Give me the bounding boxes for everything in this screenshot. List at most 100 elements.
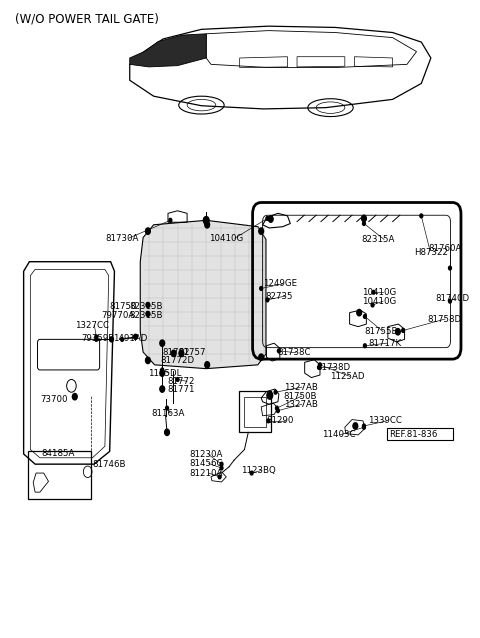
Circle shape (220, 463, 223, 466)
Text: REF.81-836: REF.81-836 (389, 431, 437, 440)
Text: 84185A: 84185A (41, 449, 75, 459)
Circle shape (95, 338, 98, 341)
Bar (243, 397, 266, 427)
Circle shape (362, 221, 365, 225)
Circle shape (259, 354, 264, 360)
Circle shape (362, 424, 365, 428)
Circle shape (109, 337, 113, 342)
Circle shape (72, 394, 77, 400)
Circle shape (266, 298, 269, 302)
Polygon shape (140, 220, 266, 369)
Circle shape (146, 302, 150, 308)
Circle shape (161, 368, 164, 372)
Circle shape (166, 406, 168, 410)
Text: 81230A: 81230A (190, 450, 223, 459)
Text: 81730A: 81730A (106, 234, 139, 242)
Text: 10410G: 10410G (361, 288, 396, 297)
Circle shape (250, 471, 253, 475)
Circle shape (362, 426, 365, 429)
Circle shape (361, 215, 366, 221)
Circle shape (274, 390, 277, 394)
Text: 1125DL: 1125DL (148, 369, 181, 378)
Circle shape (171, 350, 176, 357)
Text: 10410G: 10410G (361, 297, 396, 306)
Text: 1123BQ: 1123BQ (241, 466, 276, 475)
Text: 81746B: 81746B (93, 459, 126, 469)
Circle shape (205, 362, 210, 368)
Circle shape (420, 214, 423, 218)
Circle shape (145, 357, 150, 364)
Circle shape (276, 406, 278, 410)
Circle shape (319, 363, 322, 367)
Circle shape (146, 312, 149, 316)
Circle shape (363, 315, 366, 318)
Circle shape (146, 303, 149, 307)
Text: 81456C: 81456C (190, 459, 223, 468)
Text: 82315B: 82315B (130, 302, 163, 311)
Text: 1327CC: 1327CC (75, 321, 109, 330)
Circle shape (402, 329, 405, 332)
Text: 81755B: 81755B (364, 327, 397, 336)
Text: 81772: 81772 (167, 377, 194, 386)
Text: 1339CC: 1339CC (368, 417, 402, 426)
Circle shape (220, 466, 223, 470)
Text: 81771: 81771 (167, 385, 194, 394)
Text: 81163A: 81163A (151, 409, 185, 418)
Bar (239, 391, 271, 433)
Text: 81760A: 81760A (429, 244, 462, 253)
Text: 81740D: 81740D (436, 294, 470, 303)
Bar (28, 451, 91, 498)
Text: 1327AB: 1327AB (284, 383, 318, 392)
Circle shape (176, 378, 179, 382)
Circle shape (277, 349, 280, 353)
Circle shape (259, 228, 264, 234)
Text: H87322: H87322 (414, 248, 448, 256)
Circle shape (357, 309, 361, 316)
Circle shape (371, 303, 374, 307)
Text: 81738C: 81738C (277, 348, 311, 357)
Circle shape (133, 334, 137, 339)
Circle shape (120, 338, 123, 341)
Polygon shape (130, 34, 206, 67)
Circle shape (205, 221, 210, 228)
Text: 81750: 81750 (109, 302, 137, 311)
Circle shape (160, 340, 165, 346)
Circle shape (267, 419, 270, 423)
Text: 82315B: 82315B (130, 311, 163, 320)
Text: 81750B: 81750B (284, 392, 317, 401)
Circle shape (260, 286, 263, 290)
Text: 1491AD: 1491AD (113, 334, 147, 343)
Text: 81757: 81757 (179, 348, 206, 357)
Circle shape (267, 392, 273, 399)
Text: 79770A: 79770A (101, 311, 134, 320)
Circle shape (204, 216, 209, 224)
Circle shape (363, 344, 366, 348)
Text: 1125AD: 1125AD (331, 372, 365, 381)
Text: 81717K: 81717K (369, 339, 402, 348)
Text: 82315A: 82315A (361, 235, 395, 244)
Circle shape (169, 218, 172, 222)
Circle shape (276, 409, 279, 413)
Text: 73700: 73700 (40, 395, 67, 404)
Circle shape (396, 329, 400, 335)
Circle shape (268, 216, 273, 222)
Text: 81782: 81782 (162, 348, 190, 357)
Circle shape (353, 423, 358, 429)
Circle shape (372, 290, 375, 294)
Text: 82735: 82735 (265, 292, 293, 300)
Text: 11403C: 11403C (322, 431, 355, 440)
Text: 10410G: 10410G (209, 234, 243, 242)
Circle shape (160, 370, 165, 376)
Circle shape (165, 429, 169, 436)
Circle shape (160, 386, 165, 392)
Circle shape (95, 335, 98, 339)
Text: 81758D: 81758D (428, 315, 462, 323)
Circle shape (145, 228, 150, 234)
Circle shape (146, 311, 150, 316)
Circle shape (179, 350, 184, 357)
Text: 81772D: 81772D (161, 356, 195, 365)
Circle shape (318, 366, 321, 369)
Text: 81210A: 81210A (190, 468, 223, 478)
Text: 1327AB: 1327AB (284, 400, 318, 409)
Text: 1249GE: 1249GE (263, 279, 297, 288)
